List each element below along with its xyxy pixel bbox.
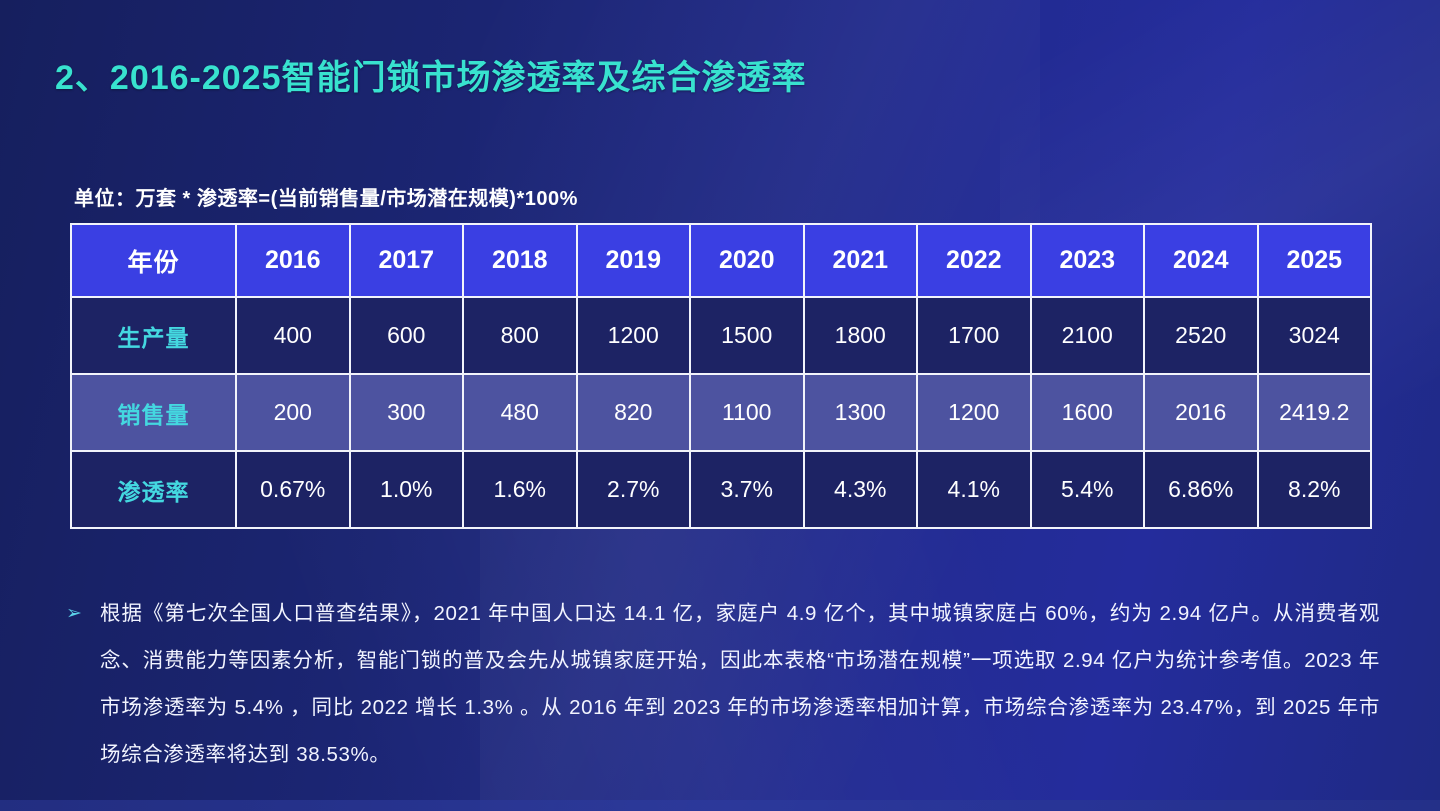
table-cell: 200 [235,373,351,452]
table-cell: 1.0% [348,450,464,529]
table-cell: 4.3% [802,450,918,529]
year-header-cell: 2018 [462,223,578,298]
table-row: 渗透率 0.67% 1.0% 1.6% 2.7% 3.7% 4.3% 4.1% 5.4% 6.86… [70,450,1372,529]
note-paragraph: ➢ 根据《第七次全国人口普查结果》，2021 年中国人口达 14.1 亿，家庭户… [66,590,1380,778]
table-cell: 4.1% [916,450,1032,529]
table-cell: 2520 [1143,296,1259,375]
table-cell: 2100 [1029,296,1145,375]
table-cell: 480 [462,373,578,452]
table-cell: 1200 [575,296,691,375]
table-cell: 1100 [689,373,805,452]
table-cell: 2.7% [575,450,691,529]
table-cell: 600 [348,296,464,375]
table-cell: 2016 [1143,373,1259,452]
table-row: 生产量 400 600 800 1200 1500 1800 1700 2100 2520 3024 [70,296,1372,375]
year-header-cell: 2025 [1256,223,1372,298]
year-header-cell: 2022 [916,223,1032,298]
table-header-row: 年份 2016 2017 2018 2019 2020 2021 2022 2023 2024 20… [70,223,1372,298]
table-cell: 1500 [689,296,805,375]
year-header-cell: 2024 [1143,223,1259,298]
table-cell: 5.4% [1029,450,1145,529]
page-title: 2、2016-2025智能门锁市场渗透率及综合渗透率 [55,59,807,97]
row-label: 生产量 [70,296,237,375]
table-cell: 0.67% [235,450,351,529]
table-cell: 1600 [1029,373,1145,452]
table-cell: 3024 [1256,296,1372,375]
year-header-label: 年份 [70,223,237,298]
year-header-cell: 2019 [575,223,691,298]
table-cell: 800 [462,296,578,375]
table-cell: 1.6% [462,450,578,529]
year-header-cell: 2021 [802,223,918,298]
row-label: 销售量 [70,373,237,452]
table-row: 销售量 200 300 480 820 1100 1300 1200 1600 2016 2419.… [70,373,1372,452]
table-cell: 1800 [802,296,918,375]
table-cell: 3.7% [689,450,805,529]
table-cell: 1200 [916,373,1032,452]
table-cell: 820 [575,373,691,452]
table-cell: 8.2% [1256,450,1372,529]
year-header-cell: 2016 [235,223,351,298]
table-cell: 6.86% [1143,450,1259,529]
table-cell: 400 [235,296,351,375]
year-header-cell: 2017 [348,223,464,298]
table-cell: 2419.2 [1256,373,1372,452]
bottom-accent-band [0,800,1440,811]
year-header-cell: 2020 [689,223,805,298]
unit-note: 单位：万套 * 渗透率=(当前销售量/市场潜在规模)*100% [74,188,578,210]
table-cell: 300 [348,373,464,452]
note-text: 根据《第七次全国人口普查结果》，2021 年中国人口达 14.1 亿，家庭户 4… [100,602,1380,766]
table-cell: 1300 [802,373,918,452]
year-header-cell: 2023 [1029,223,1145,298]
row-label: 渗透率 [70,450,237,529]
penetration-table: 年份 2016 2017 2018 2019 2020 2021 2022 2023 2024 20… [70,223,1372,529]
arrow-bullet-icon: ➢ [66,603,82,624]
table-cell: 1700 [916,296,1032,375]
